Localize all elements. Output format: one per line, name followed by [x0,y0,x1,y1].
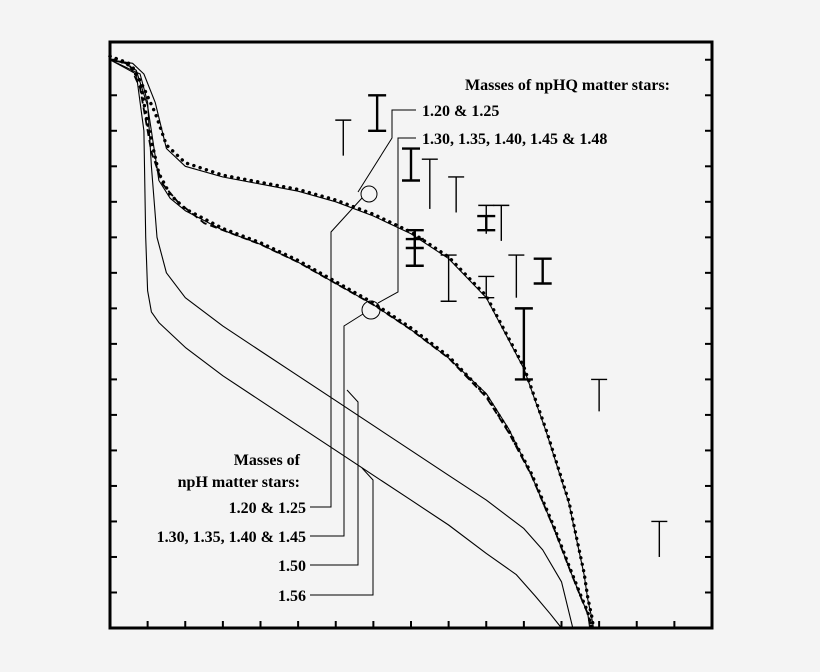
leader-nph-3 [310,389,359,566]
error-bar-13 [508,254,525,298]
axes [108,40,714,630]
nph-group-1: 1.20 & 1.25 [229,500,306,517]
callout-circle-upper [360,185,378,203]
nph-group-2: 1.30, 1.35, 1.40 & 1.45 [157,529,306,546]
error-bar-14 [533,257,552,285]
error-bar-3 [402,147,420,182]
series-7-line [109,59,562,629]
leader-nph-4 [310,467,374,596]
error-bar-1 [335,119,352,156]
error-bar-4 [421,158,438,209]
leader-nphq-2 [377,137,416,304]
nphq-group-2: 1.30, 1.35, 1.40, 1.45 & 1.48 [422,131,607,148]
error-bar-17 [651,520,668,557]
nph-title-line2: npH matter stars: [178,474,300,491]
error-bar-2 [368,94,387,132]
series-2-line [108,54,596,630]
error-bar-15 [514,307,533,381]
series-6-line [109,59,574,629]
leader-nph-1 [310,197,363,508]
series-4-line [108,54,594,630]
leader-nphq-1 [357,109,416,193]
callout-circle-lower [361,300,381,320]
error-bar-7 [493,204,510,241]
error-bar-16 [591,378,608,412]
error-bar-11 [440,254,457,302]
series-5-line [109,59,591,629]
nphq-title: Masses of npHQ matter stars: [465,77,670,94]
error-bars [335,94,668,557]
error-bar-10 [405,237,424,250]
x-ticks [146,621,676,628]
leader-nph-2 [310,313,364,537]
annotation-labels: Masses of npHQ matter stars: 1.20 & 1.25… [157,77,670,605]
callout-leaders [310,109,416,596]
plot-lines [108,54,596,630]
y-ticks [110,58,712,594]
nph-title-line1: Masses of [234,452,301,469]
error-bar-5 [448,176,465,213]
nph-group-4: 1.56 [278,588,306,605]
error-bar-12 [478,275,495,299]
nphq-group-1: 1.20 & 1.25 [422,103,499,120]
nph-group-3: 1.50 [278,558,306,575]
error-bar-8 [477,214,496,232]
